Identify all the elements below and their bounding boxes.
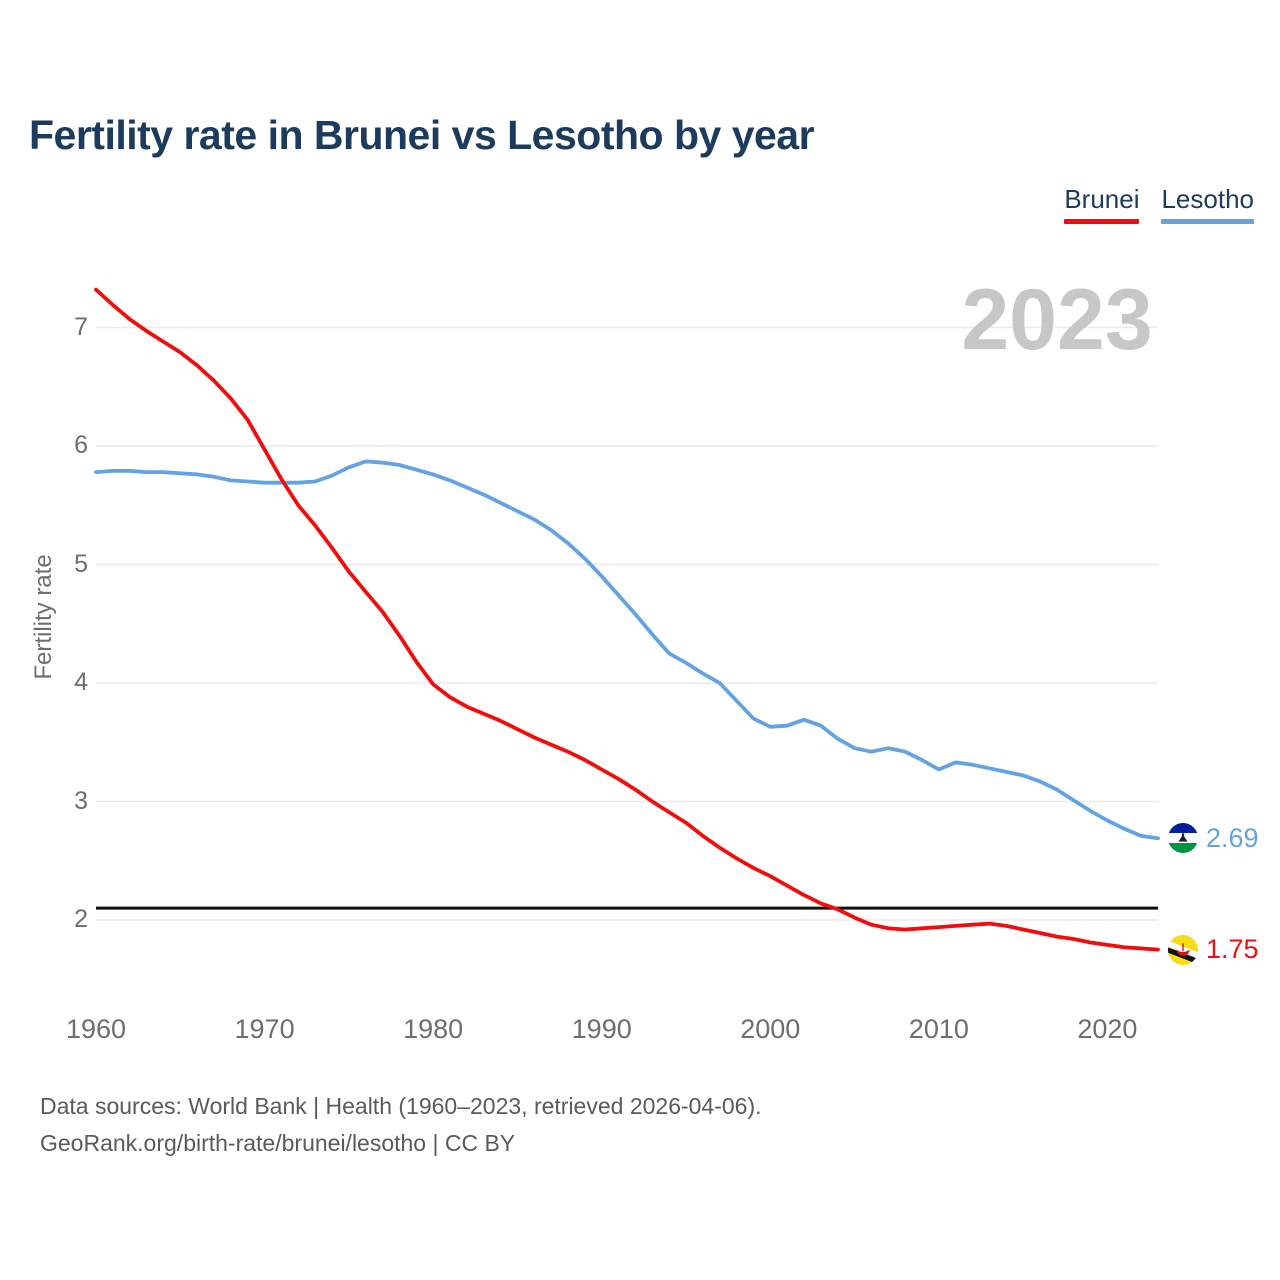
footer-line-1: Data sources: World Bank | Health (1960–… <box>40 1093 762 1119</box>
series-lines <box>94 287 1160 952</box>
lesotho-flag-icon <box>1168 823 1198 854</box>
brunei-flag-icon <box>1168 934 1198 965</box>
brunei-line <box>94 287 1160 952</box>
page-title: Fertility rate in Brunei vs Lesotho by y… <box>29 112 815 158</box>
legend-item-lesotho[interactable]: Lesotho <box>1161 184 1254 224</box>
end-label-lesotho: 2.69 <box>1168 821 1259 855</box>
legend: Brunei Lesotho <box>1064 184 1254 224</box>
footer: Data sources: World Bank | Health (1960–… <box>40 1088 762 1162</box>
footer-line-2: GeoRank.org/birth-rate/brunei/lesotho | … <box>40 1130 516 1156</box>
gridlines <box>96 326 1158 921</box>
end-label-brunei: 1.75 <box>1168 933 1259 967</box>
legend-underline-brunei <box>1064 219 1140 224</box>
end-value-brunei: 1.75 <box>1206 934 1259 965</box>
legend-underline-lesotho <box>1161 219 1254 224</box>
legend-label-brunei: Brunei <box>1064 184 1140 214</box>
lesotho-line <box>94 459 1160 841</box>
watermark-year: 2023 <box>961 272 1152 368</box>
legend-label-lesotho: Lesotho <box>1161 184 1254 214</box>
legend-item-brunei[interactable]: Brunei <box>1064 184 1140 224</box>
end-value-lesotho: 2.69 <box>1206 822 1259 853</box>
y-axis-title: Fertility rate <box>30 554 57 680</box>
